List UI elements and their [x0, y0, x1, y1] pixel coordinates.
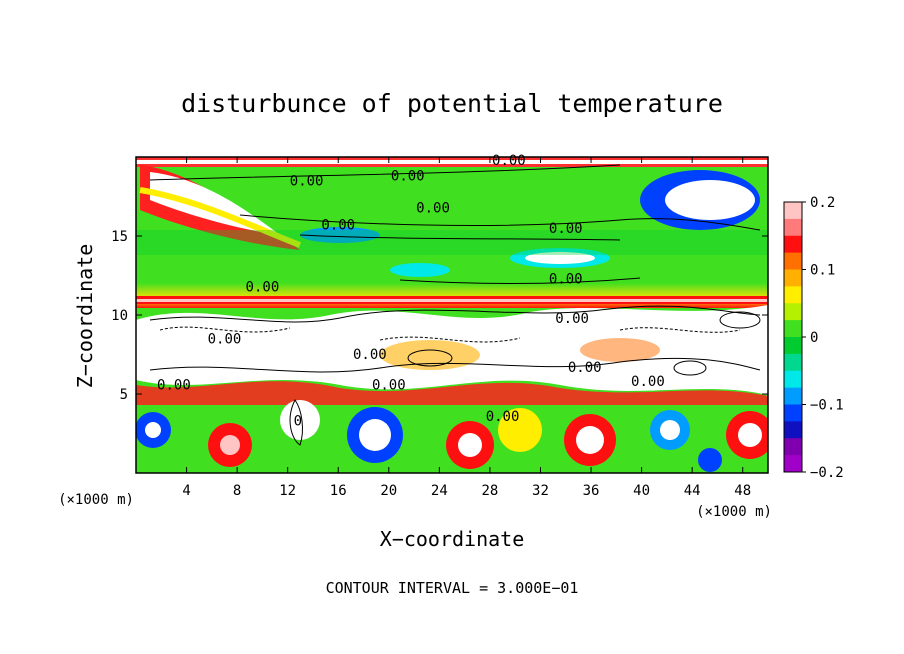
contour-label: 0.00 [290, 173, 324, 189]
colorbar-swatch [784, 235, 802, 254]
x-tick-label: 48 [734, 483, 751, 499]
colorbar-tick-label: 0 [810, 330, 818, 346]
colorbar-tick-label: 0.1 [810, 263, 835, 279]
colorbar-swatch [784, 370, 802, 389]
contour-label: 0.00 [549, 221, 583, 237]
contour-label: 0.00 [492, 153, 526, 169]
z-unit-label: (×1000 m) [696, 504, 772, 520]
colorbar-swatch [784, 337, 802, 355]
contour-label: 0.00 [391, 169, 425, 185]
y-axis-label: Z−coordinate [73, 244, 97, 389]
colorbar-swatch [784, 404, 802, 422]
colorbar-tick-label: −0.1 [810, 398, 844, 414]
x-tick-label: 12 [279, 483, 296, 499]
colorbar-swatch [784, 303, 802, 321]
y-axis-ticks: 5 10 15 [111, 229, 768, 403]
contour-label: 0.00 [246, 279, 280, 295]
contour-label: 0.00 [549, 271, 583, 287]
y-tick-label: 5 [120, 387, 128, 403]
x-tick-label: 20 [380, 483, 397, 499]
colorbar-swatch [784, 202, 802, 220]
x-tick-label: 36 [583, 483, 600, 499]
colorbar-swatch [784, 252, 802, 270]
contour-label: 0 [294, 414, 302, 430]
x-tick-label: 4 [182, 483, 190, 499]
y-tick-label: 15 [111, 229, 128, 245]
plot-field [136, 157, 768, 473]
contour-interval-note: CONTOUR INTERVAL = 3.000E−01 [326, 579, 579, 597]
contour-label: 0.00 [321, 218, 355, 234]
y-tick-label: 10 [111, 308, 128, 324]
colorbar-swatch [784, 455, 802, 473]
contour-label: 0.00 [208, 331, 242, 347]
colorbar-swatch [784, 421, 802, 439]
contour-label: 0.00 [631, 374, 665, 390]
x-tick-label: 16 [330, 483, 347, 499]
x-unit-label: (×1000 m) [58, 492, 134, 508]
colorbar-swatch [784, 438, 802, 456]
contour-label: 0.00 [353, 347, 387, 363]
contour-label: 0.00 [416, 200, 450, 216]
colorbar-tick-label: −0.2 [810, 465, 844, 481]
x-tick-label: 44 [684, 483, 701, 499]
x-tick-label: 40 [633, 483, 650, 499]
x-axis-ticks: 4 8 12 16 20 24 28 32 36 40 44 48 [182, 157, 751, 499]
contour-label: 0.00 [555, 311, 589, 327]
x-axis-label: X−coordinate [380, 527, 525, 551]
colorbar-ticks: 0.2 0.1 0 −0.1 −0.2 [802, 195, 844, 481]
x-tick-label: 8 [233, 483, 241, 499]
colorbar-tick-label: 0.2 [810, 195, 835, 211]
chart-title: disturbunce of potential temperature [181, 89, 723, 118]
colorbar-swatch [784, 218, 802, 237]
colorbar [783, 201, 803, 473]
x-tick-label: 24 [431, 483, 448, 499]
contour-label: 0.00 [157, 377, 191, 393]
colorbar-swatch [784, 387, 802, 405]
contour-label: 0.00 [372, 377, 406, 393]
x-tick-label: 32 [532, 483, 549, 499]
colorbar-swatch [784, 353, 802, 372]
contour-label: 0.00 [568, 360, 602, 376]
colorbar-swatch [784, 286, 802, 304]
contour-label: 0.00 [486, 409, 520, 425]
x-tick-label: 28 [481, 483, 498, 499]
colorbar-swatch [784, 320, 802, 338]
colorbar-swatch [784, 269, 802, 287]
